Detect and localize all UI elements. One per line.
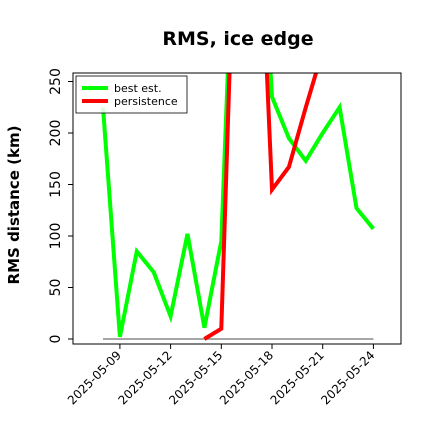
x-tick-label: 2025-05-24 bbox=[318, 348, 377, 407]
series-line-persistence bbox=[203, 73, 319, 341]
legend: best est. persistence bbox=[75, 75, 188, 114]
x-axis-ticks: 2025-05-092025-05-122025-05-152025-05-18… bbox=[65, 344, 378, 407]
legend-label-persistence: persistence bbox=[114, 95, 178, 108]
chart-title: RMS, ice edge bbox=[162, 28, 313, 50]
y-tick-label: 200 bbox=[48, 120, 64, 147]
y-axis-label: RMS distance (km) bbox=[5, 126, 23, 285]
series-line-best-est bbox=[101, 73, 375, 338]
y-tick-label: 100 bbox=[48, 223, 64, 250]
y-axis-ticks: 0 50 100 150 200 250 bbox=[48, 68, 73, 343]
y-tick-label: 50 bbox=[48, 279, 64, 297]
y-tick-label: 250 bbox=[48, 68, 64, 95]
legend-box bbox=[75, 75, 188, 114]
y-tick-label: 150 bbox=[48, 171, 64, 198]
plot-frame bbox=[72, 72, 402, 345]
legend-label-best-est: best est. bbox=[114, 82, 162, 95]
series-layer bbox=[101, 73, 375, 341]
y-tick-label: 0 bbox=[48, 335, 64, 344]
